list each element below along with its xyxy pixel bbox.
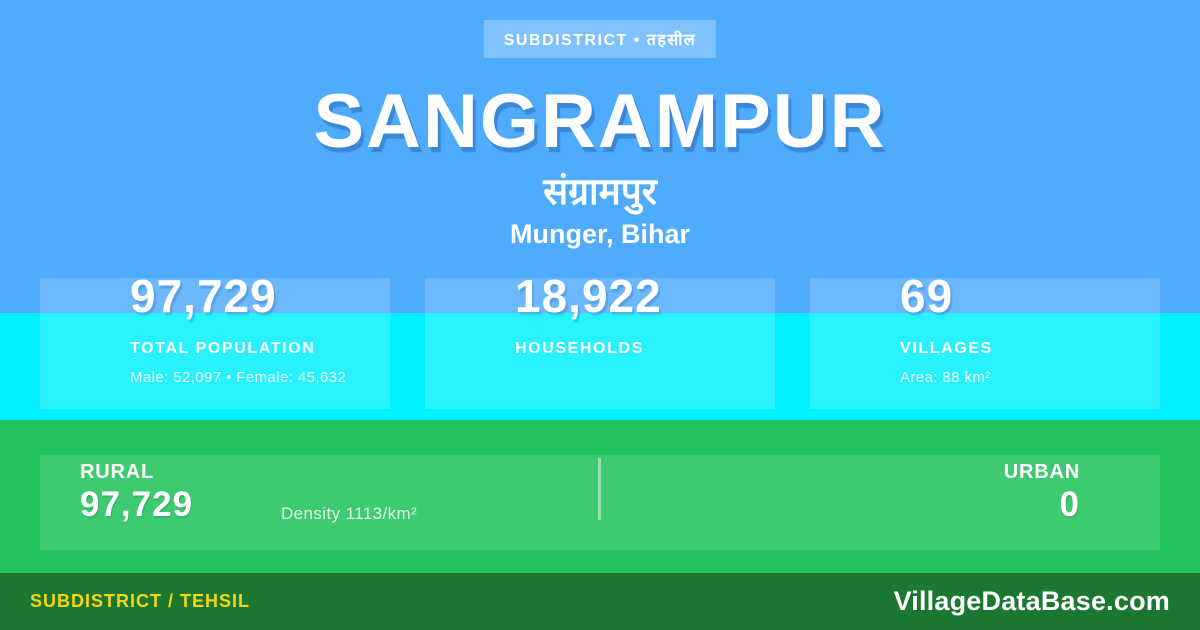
households-label: HOUSEHOLDS bbox=[515, 340, 644, 357]
villages-label: VILLAGES bbox=[900, 340, 993, 357]
stats-cyan-band bbox=[0, 313, 1200, 420]
population-gender-breakdown: Male: 52,097 • Female: 45,632 bbox=[130, 369, 347, 386]
stat-card-villages: 69 VILLAGES Area: 88 km² bbox=[810, 273, 1160, 409]
population-value: 97,729 bbox=[130, 270, 277, 322]
villages-value: 69 bbox=[900, 270, 954, 322]
entity-type-badge: SUBDISTRICT • तहसील bbox=[483, 20, 717, 58]
rural-label: RURAL bbox=[80, 461, 154, 483]
footer-band bbox=[0, 573, 1200, 630]
households-value: 18,922 bbox=[515, 270, 662, 322]
stat-card-households: 18,922 HOUSEHOLDS bbox=[425, 273, 775, 409]
entity-type-badge-label: SUBDISTRICT • तहसील bbox=[503, 32, 697, 49]
villages-area-sub: Area: 88 km² bbox=[900, 369, 991, 386]
density-text: Density 1113/km² bbox=[281, 504, 418, 523]
urban-block: URBAN 0 bbox=[1004, 461, 1080, 523]
rural-urban-green-band bbox=[0, 420, 1200, 573]
page-title: SANGRAMPUR bbox=[313, 79, 887, 164]
location-subtitle: Munger, Bihar bbox=[509, 219, 691, 249]
urban-value: 0 bbox=[1059, 485, 1080, 524]
hero-blue-band bbox=[0, 0, 1200, 313]
footer: SUBDISTRICT / TEHSIL VillageDataBase.com bbox=[0, 573, 1200, 630]
urban-label: URBAN bbox=[1003, 461, 1080, 483]
page-title-native: संग्रामपुर bbox=[543, 171, 657, 212]
rural-urban-divider bbox=[598, 458, 601, 520]
rural-block: RURAL 97,729 bbox=[80, 461, 193, 523]
footer-site-name: VillageDataBase.com bbox=[893, 586, 1170, 616]
rural-value: 97,729 bbox=[80, 485, 194, 524]
stats-row: 97,729 TOTAL POPULATION Male: 52,097 • F… bbox=[40, 273, 1160, 409]
footer-entity-type-label: SUBDISTRICT / TEHSIL bbox=[30, 591, 251, 611]
population-label: TOTAL POPULATION bbox=[130, 340, 316, 357]
stat-card-population: 97,729 TOTAL POPULATION Male: 52,097 • F… bbox=[40, 273, 390, 409]
rural-urban-card bbox=[40, 455, 1160, 550]
